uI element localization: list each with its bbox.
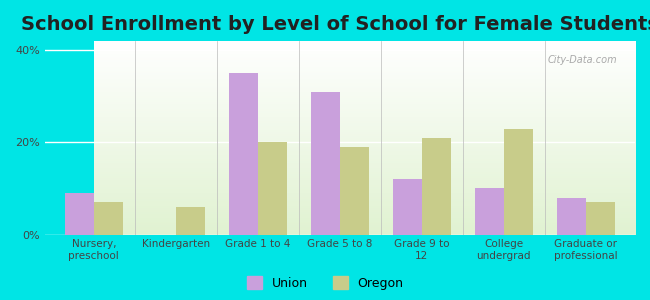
Bar — [340, 147, 369, 235]
Bar — [504, 129, 532, 235]
Bar — [176, 207, 205, 235]
Text: City-Data.com: City-Data.com — [548, 55, 617, 65]
Legend: Union, Oregon: Union, Oregon — [242, 273, 408, 294]
Bar — [94, 202, 122, 235]
Bar — [229, 73, 258, 235]
Bar — [422, 138, 450, 235]
Bar — [258, 142, 287, 235]
Bar — [475, 188, 504, 235]
Bar — [557, 198, 586, 235]
Bar — [393, 179, 422, 235]
Bar — [65, 193, 94, 235]
Bar — [311, 92, 340, 235]
Bar — [586, 202, 614, 235]
Title: School Enrollment by Level of School for Female Students: School Enrollment by Level of School for… — [21, 15, 650, 34]
